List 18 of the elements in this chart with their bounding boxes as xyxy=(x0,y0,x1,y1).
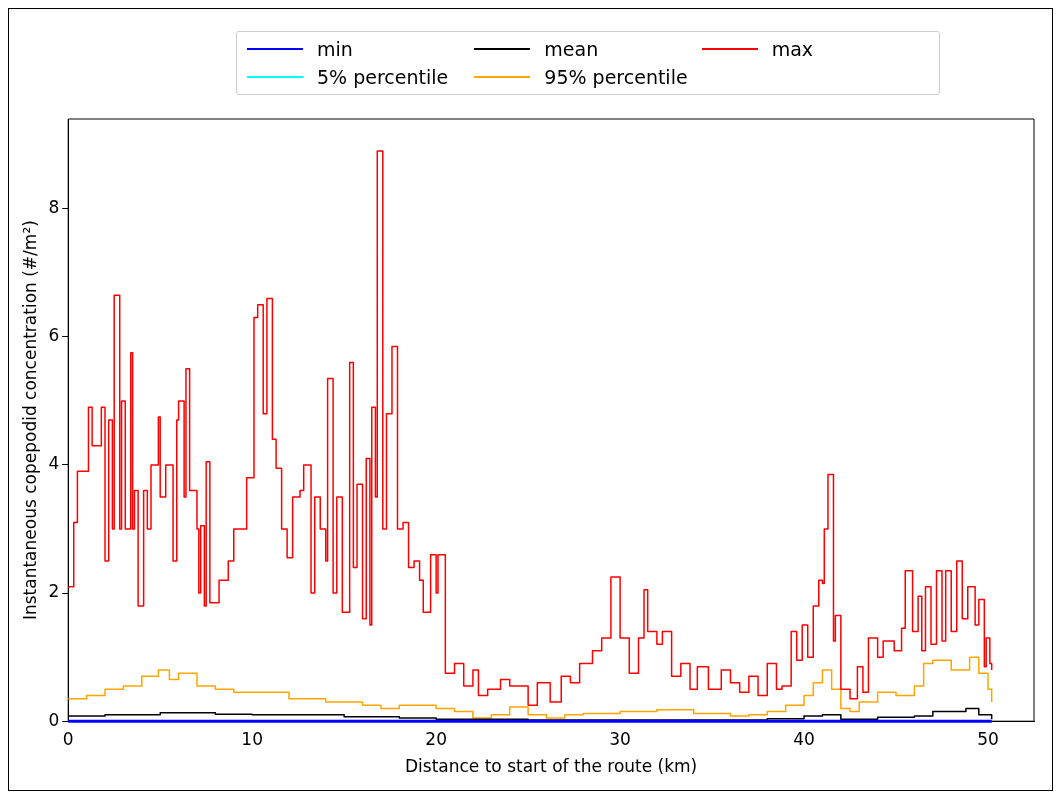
x-tick-label: 20 xyxy=(425,728,447,749)
x-tick-label: 50 xyxy=(977,728,999,749)
legend-label: min xyxy=(317,38,353,60)
x-tick-label: 30 xyxy=(609,728,631,749)
y-tick-label: 8 xyxy=(48,197,60,218)
x-tick-label: 10 xyxy=(241,728,263,749)
y-tick-label: 6 xyxy=(48,325,60,346)
legend-label: 95% percentile xyxy=(544,66,688,88)
y-tick-label: 2 xyxy=(48,581,60,602)
y-tick-label: 4 xyxy=(48,453,60,474)
legend-label: mean xyxy=(544,38,599,60)
x-tick-label: 40 xyxy=(793,728,815,749)
legend-label: max xyxy=(771,38,814,60)
x-tick-label: 0 xyxy=(62,728,74,749)
legend-label: 5% percentile xyxy=(317,66,449,88)
y-axis-title: Instantaneous copepodid concentration (#/m²) xyxy=(19,220,40,621)
y-tick-label: 0 xyxy=(48,709,60,730)
x-axis-title: Distance to start of the route (km) xyxy=(404,756,698,777)
